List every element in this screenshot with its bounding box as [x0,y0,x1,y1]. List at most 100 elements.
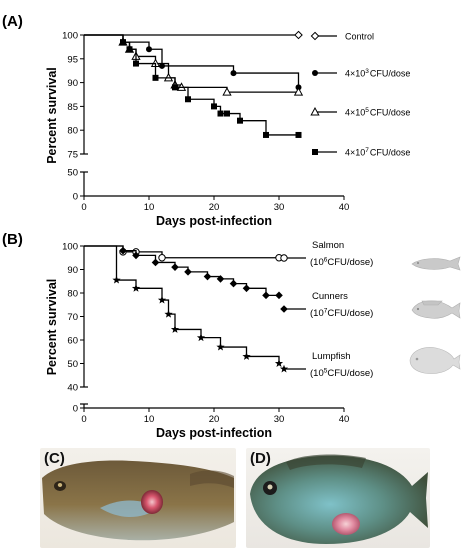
data-point [146,46,152,53]
legend-exponent: 5 [365,107,369,114]
data-point [151,258,160,267]
legend-label: Control [345,32,374,42]
series-line [84,245,280,364]
y-tick-label: 70 [67,312,78,323]
data-point [132,251,140,260]
x-tick-label: 20 [209,202,220,213]
data-point [293,87,304,96]
y-tick-label: 0 [73,192,78,203]
series-1 [84,245,283,300]
legend-species: Cunners [312,291,348,302]
x-tick-label: 20 [209,414,220,425]
legend-dose: (107CFU/dose) [310,308,373,320]
x-axis-title: Days post-infection [156,214,272,228]
legend-base: 4×10 [345,148,365,158]
data-point [224,110,230,117]
data-point [295,131,302,138]
chart-b-survival-by-species: 40 50 60 70 80 90 100 00 10 20 30 40 Days post-infec… [45,240,373,440]
data-point [222,87,232,96]
data-point [119,246,127,255]
series-2 [84,245,284,367]
y-tick-label: 50 [67,168,78,179]
data-point [157,295,167,304]
photo-lumpfish-lesion: (D) [246,448,430,548]
data-point [184,268,192,276]
data-point [196,333,206,342]
data-point [274,359,284,367]
series-3 [84,34,302,138]
data-point [216,275,225,283]
legend-exponent: 7 [324,308,328,315]
y-axis-title: Percent survival [45,67,59,164]
legend-dose: (106CFU/dose) [310,257,373,269]
x-axis-title: Days post-infection [156,426,272,440]
legend-unit: CFU/dose [370,148,411,158]
data-point [170,325,180,333]
data-point [164,309,173,318]
x-tick-label: 10 [144,414,155,425]
legend-exponent: 3 [365,68,369,75]
legend-base: (10 [310,257,324,268]
legend-base: 4×10 [345,69,365,79]
data-point [230,70,237,77]
data-point [203,272,212,281]
series-line [84,34,300,88]
legend-label: 4×103CFU/dose [345,68,410,79]
legend-marker [312,149,318,155]
salmon-silhouette-icon [411,256,461,271]
y-tick-label: 100 [62,31,78,42]
legend-marker [280,254,288,262]
data-point [211,103,217,110]
cunner-silhouette-icon [411,300,461,319]
y-tick-label: 100 [62,242,78,253]
series-1 [84,34,302,91]
series-2 [84,34,304,96]
legend-exponent: 7 [365,147,369,154]
legend-dose: (105CFU/dose) [310,368,373,380]
legend-unit: CFU/dose) [327,308,373,319]
x-tick-label: 0 [81,202,86,213]
data-point [237,117,243,124]
legend-marker [279,364,289,373]
data-point [120,39,126,46]
y-tick-label: 80 [67,289,78,300]
legend-unit: CFU/dose [370,108,411,118]
data-point [131,284,141,292]
y-tick-label: 85 [67,102,78,113]
legend-marker [280,305,288,313]
data-point [172,84,178,91]
series-0 [84,245,283,262]
y-tick-label: 95 [67,54,78,65]
x-tick-label: 40 [339,414,350,425]
data-point [242,352,251,360]
y-tick-label: 80 [67,126,78,137]
data-point [275,291,283,300]
y-tick-label: 50 [67,359,78,370]
panel-d-label: (D) [250,450,271,467]
y-axis-title: Percent survival [45,279,59,376]
y-tick-label: 60 [67,336,78,347]
legend-marker [312,70,318,76]
lumpfish-silhouette-icon [409,347,461,374]
y-tick-label: 90 [67,265,78,276]
data-point [159,62,165,69]
legend-unit: CFU/dose) [327,368,373,379]
legend-marker [310,106,320,116]
data-point [229,279,238,288]
data-point [217,110,224,117]
legend-exponent: 6 [324,257,328,264]
legend-unit: CFU/dose) [327,257,373,268]
data-point [112,275,121,284]
legend-species: Salmon [312,240,344,251]
data-point [171,263,179,271]
data-point [126,46,133,53]
data-point [242,284,251,293]
x-tick-label: 10 [144,202,155,213]
data-point [294,30,303,40]
y-tick-label: 40 [67,383,78,394]
legend-unit: CFU/dose [370,69,411,79]
panel-a-label: (A) [2,13,23,30]
x-tick-label: 30 [274,414,285,425]
y-tick-label: 75 [67,150,78,161]
